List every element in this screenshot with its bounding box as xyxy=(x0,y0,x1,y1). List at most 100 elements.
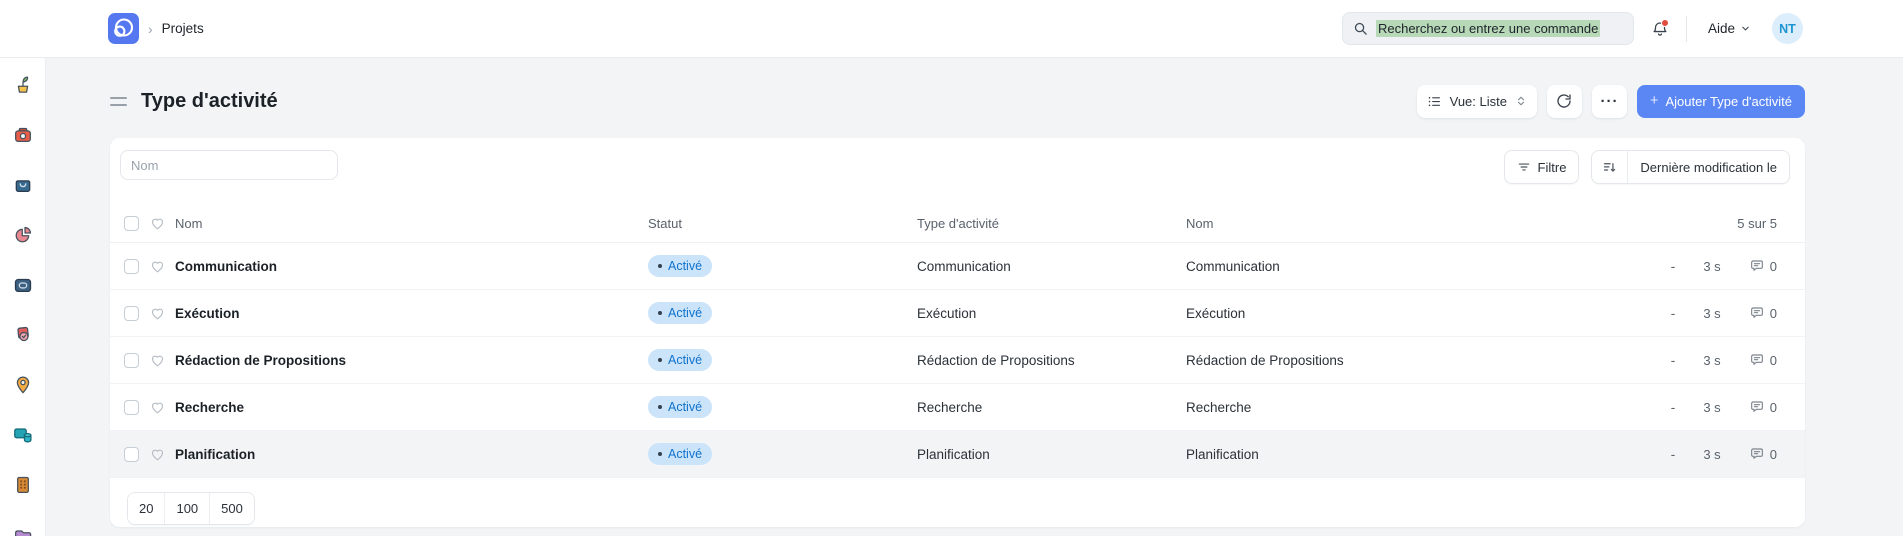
divider xyxy=(1627,151,1629,183)
row-name2: Communication xyxy=(1186,258,1280,274)
filter-icon xyxy=(1518,163,1529,171)
camera-icon xyxy=(14,127,31,143)
row-modified: 3 s xyxy=(1703,352,1721,368)
filter-button-label: Filtre xyxy=(1537,159,1567,175)
comment-icon xyxy=(1750,401,1763,412)
comment-icon xyxy=(1750,307,1763,318)
sidebar-item-pie-chart[interactable] xyxy=(12,224,34,246)
topbar: › Projets Recherchez ou entrez une comma… xyxy=(0,0,1903,58)
topbar-right: Recherchez ou entrez une commande Aide N… xyxy=(1341,12,1803,45)
row-checkbox[interactable] xyxy=(124,399,139,415)
row-name: Exécution xyxy=(175,305,240,321)
comment-count: 0 xyxy=(1769,399,1777,415)
row-name2: Planification xyxy=(1186,446,1259,462)
notifications-button[interactable] xyxy=(1649,18,1671,40)
heart-icon xyxy=(151,449,164,460)
status-label: Activé xyxy=(668,353,703,367)
table-row[interactable]: Rédaction de Propositions Activé Rédacti… xyxy=(110,337,1805,384)
more-options-button[interactable]: ··· xyxy=(1591,84,1627,118)
table-row[interactable]: Recherche Activé Recherche Recherche - 3… xyxy=(110,384,1805,431)
status-badge: Activé xyxy=(648,443,713,465)
table-row[interactable]: Planification Activé Planification Plani… xyxy=(110,431,1805,478)
user-avatar[interactable]: NT xyxy=(1772,13,1803,44)
row-assigned: - xyxy=(1670,305,1676,321)
list-card: Filtre Dernière modification le xyxy=(110,138,1805,527)
table-row[interactable]: Exécution Activé Exécution Exécution - 3… xyxy=(110,290,1805,337)
row-checkbox[interactable] xyxy=(124,446,139,462)
sidebar-item-folder[interactable] xyxy=(12,524,34,536)
sidebar-item-location-pin[interactable] xyxy=(12,374,34,396)
badge-check-icon xyxy=(16,326,29,342)
row-modified: 3 s xyxy=(1703,305,1721,321)
like-button[interactable] xyxy=(150,306,175,321)
bell-icon xyxy=(1653,21,1667,36)
sidebar-item-device-database[interactable] xyxy=(12,424,34,446)
row-checkbox[interactable] xyxy=(124,258,139,274)
row-checkbox[interactable] xyxy=(124,305,139,321)
row-assigned: - xyxy=(1670,258,1676,274)
comment-count: 0 xyxy=(1769,352,1777,368)
building-icon xyxy=(16,476,29,493)
add-button-label: Ajouter Type d'activité xyxy=(1665,93,1792,109)
status-dot xyxy=(658,452,662,456)
page-size-500[interactable]: 500 xyxy=(210,493,254,524)
row-type: Communication xyxy=(917,258,1011,274)
app-sidebar xyxy=(0,57,46,536)
sort-direction-button[interactable] xyxy=(1592,151,1627,183)
view-selector-button[interactable]: Vue: Liste xyxy=(1416,84,1537,118)
sidebar-item-shopping-bag[interactable] xyxy=(12,174,34,196)
like-button[interactable] xyxy=(150,259,175,274)
like-button[interactable] xyxy=(150,353,175,368)
app-logo[interactable] xyxy=(108,13,139,44)
row-checkbox[interactable] xyxy=(124,352,139,368)
table-row[interactable]: Communication Activé Communication Commu… xyxy=(110,243,1805,290)
page-size-100[interactable]: 100 xyxy=(165,493,211,524)
page-header: Type d'activité Vue: Liste xyxy=(110,84,1805,118)
refresh-button[interactable] xyxy=(1546,84,1582,118)
sidebar-item-wallet[interactable] xyxy=(12,274,34,296)
like-button[interactable] xyxy=(150,400,175,415)
page-size-selector: 20 100 500 xyxy=(127,492,255,525)
row-name2: Exécution xyxy=(1186,305,1246,321)
search-text-selected: Recherchez ou entrez une commande xyxy=(1375,20,1601,37)
search-icon xyxy=(1354,22,1367,35)
row-comments: 0 xyxy=(1749,258,1777,274)
status-dot xyxy=(658,405,662,409)
row-modified: 3 s xyxy=(1703,258,1721,274)
name-filter-input[interactable] xyxy=(120,150,338,180)
like-button[interactable] xyxy=(150,447,175,462)
breadcrumb-projects[interactable]: Projets xyxy=(161,21,204,36)
sort-field-button[interactable]: Dernière modification le xyxy=(1628,151,1789,183)
column-header-nom: Nom xyxy=(175,215,203,231)
plus-icon: + xyxy=(1649,93,1659,109)
pie-chart-icon xyxy=(15,226,31,243)
global-search-input[interactable]: Recherchez ou entrez une commande xyxy=(1341,12,1634,45)
sidebar-item-building[interactable] xyxy=(12,474,34,496)
help-menu-button[interactable]: Aide xyxy=(1702,20,1757,37)
select-all-checkbox[interactable] xyxy=(124,215,139,231)
page-size-20[interactable]: 20 xyxy=(128,493,166,524)
sidebar-item-plant-pot[interactable] xyxy=(12,74,34,96)
heart-icon xyxy=(151,308,164,319)
notification-dot xyxy=(1660,18,1669,27)
sidebar-item-camera[interactable] xyxy=(12,124,34,146)
add-type-activite-button[interactable]: + Ajouter Type d'activité xyxy=(1636,84,1805,118)
logo-swirl-icon xyxy=(114,18,134,37)
status-dot xyxy=(658,264,662,268)
row-comments: 0 xyxy=(1749,399,1777,415)
page-title: Type d'activité xyxy=(141,89,278,112)
filter-button[interactable]: Filtre xyxy=(1503,150,1580,184)
like-filter-button[interactable] xyxy=(150,216,175,231)
row-comments: 0 xyxy=(1749,352,1777,368)
status-badge: Activé xyxy=(648,396,713,418)
menu-icon[interactable] xyxy=(110,96,127,106)
sort-descending-icon xyxy=(1604,162,1616,172)
help-label: Aide xyxy=(1707,21,1735,36)
comment-count: 0 xyxy=(1769,305,1777,321)
heart-icon xyxy=(151,218,164,229)
sidebar-item-badge-check[interactable] xyxy=(12,324,34,346)
main-content: Type d'activité Vue: Liste xyxy=(46,57,1903,536)
row-type: Planification xyxy=(917,446,990,462)
selector-icon xyxy=(1517,96,1525,106)
